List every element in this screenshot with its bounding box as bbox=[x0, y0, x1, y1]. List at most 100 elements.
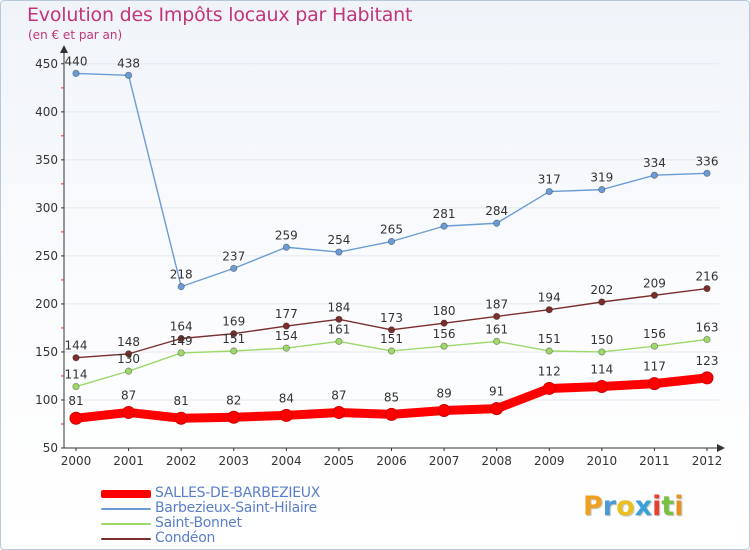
series-3-label-1: 148 bbox=[117, 335, 140, 349]
series-0-label-9: 112 bbox=[538, 364, 561, 378]
legend-swatch-0 bbox=[101, 490, 151, 498]
series-1-label-2: 218 bbox=[170, 268, 193, 282]
legend-swatch-3 bbox=[101, 538, 151, 540]
y-tick-label-8: 450 bbox=[35, 57, 58, 71]
series-3-label-8: 187 bbox=[485, 297, 508, 311]
x-tick-label-12: 2012 bbox=[692, 454, 723, 468]
series-2-point-2 bbox=[177, 349, 185, 357]
series-2-point-11 bbox=[650, 342, 659, 350]
series-1-label-0: 440 bbox=[65, 54, 88, 68]
series-2-point-4 bbox=[282, 344, 290, 352]
series-0-point-3 bbox=[227, 410, 241, 424]
series-3-label-9: 194 bbox=[538, 291, 561, 305]
series-0-point-8 bbox=[490, 402, 504, 416]
y-tick-label-1: 100 bbox=[35, 393, 58, 407]
series-0-point-10 bbox=[595, 380, 609, 394]
y-tick-label-6: 350 bbox=[35, 153, 58, 167]
series-2-point-0 bbox=[72, 382, 80, 391]
series-2-label-7: 156 bbox=[433, 327, 456, 341]
logo-letter-0: P bbox=[583, 491, 603, 522]
series-2-point-10 bbox=[598, 348, 606, 356]
series-0-point-2 bbox=[174, 411, 188, 425]
series-3-label-5: 184 bbox=[327, 300, 350, 314]
series-1-label-1: 438 bbox=[117, 56, 140, 70]
series-1-point-3 bbox=[230, 264, 238, 272]
series-2-point-5 bbox=[335, 337, 343, 345]
x-tick-label-10: 2010 bbox=[587, 454, 618, 468]
series-2-label-1: 130 bbox=[117, 352, 140, 366]
legend-swatch-1 bbox=[101, 508, 151, 510]
series-2-label-11: 156 bbox=[643, 327, 666, 341]
series-1-label-4: 259 bbox=[275, 228, 298, 242]
series-1-label-5: 254 bbox=[327, 233, 350, 247]
x-tick-label-0: 2000 bbox=[61, 454, 92, 468]
y-tick-label-3: 200 bbox=[35, 297, 58, 311]
series-0-point-7 bbox=[437, 404, 451, 418]
series-0-point-4 bbox=[279, 408, 293, 422]
x-tick-label-9: 2009 bbox=[534, 454, 565, 468]
x-tick-label-2: 2002 bbox=[166, 454, 197, 468]
series-3-label-4: 177 bbox=[275, 307, 298, 321]
series-0-label-0: 81 bbox=[68, 394, 83, 408]
series-0-label-2: 81 bbox=[174, 394, 189, 408]
legend-label-3: Condéon bbox=[155, 530, 216, 546]
x-tick-label-8: 2008 bbox=[481, 454, 512, 468]
series-2-point-9 bbox=[545, 347, 553, 355]
logo-letter-6: i bbox=[674, 491, 684, 522]
series-0-point-6 bbox=[385, 407, 398, 421]
series-0-label-8: 91 bbox=[489, 385, 504, 399]
series-2-point-12 bbox=[703, 335, 711, 344]
series-3-label-2: 164 bbox=[170, 320, 193, 334]
series-1-label-7: 281 bbox=[433, 207, 456, 221]
series-2-point-8 bbox=[493, 337, 501, 345]
series-2-label-4: 154 bbox=[275, 329, 298, 343]
series-1-label-11: 334 bbox=[643, 156, 666, 170]
x-tick-label-5: 2005 bbox=[324, 454, 355, 468]
logo-letter-3: x bbox=[634, 491, 653, 522]
series-0-label-1: 87 bbox=[121, 388, 136, 402]
series-2-point-1 bbox=[124, 367, 133, 375]
series-3-label-3: 169 bbox=[222, 315, 245, 329]
series-0-label-10: 114 bbox=[590, 363, 613, 377]
series-2-label-10: 150 bbox=[590, 333, 613, 347]
logo-letter-2: o bbox=[616, 491, 635, 522]
series-2-point-3 bbox=[230, 347, 238, 355]
series-0-label-4: 84 bbox=[279, 391, 294, 405]
x-axis-arrow bbox=[717, 444, 725, 452]
series-0-point-5 bbox=[332, 405, 346, 419]
series-3-point-11 bbox=[650, 291, 659, 299]
series-2-label-2: 149 bbox=[170, 334, 193, 348]
series-3-point-7 bbox=[440, 319, 448, 327]
series-1-point-11 bbox=[650, 171, 659, 179]
series-3-label-12: 216 bbox=[696, 270, 719, 284]
legend-label-0: SALLES-DE-BARBEZIEUX bbox=[155, 485, 321, 501]
series-2-label-6: 151 bbox=[380, 332, 403, 346]
series-2-point-7 bbox=[440, 342, 448, 350]
series-0-label-12: 123 bbox=[696, 354, 719, 368]
series-1-point-1 bbox=[124, 71, 133, 79]
series-0-label-7: 89 bbox=[436, 387, 451, 401]
logo-letter-1: r bbox=[602, 491, 617, 522]
series-2-label-12: 163 bbox=[696, 320, 719, 334]
series-2-label-0: 114 bbox=[65, 368, 88, 382]
logo-letter-5: t bbox=[661, 491, 675, 522]
series-1-label-8: 284 bbox=[485, 204, 508, 218]
series-3-point-10 bbox=[598, 298, 606, 306]
series-1-label-10: 319 bbox=[590, 171, 613, 185]
x-tick-label-3: 2003 bbox=[218, 454, 249, 468]
series-3-label-11: 209 bbox=[643, 276, 666, 290]
series-1-point-0 bbox=[72, 69, 80, 78]
series-1-point-9 bbox=[545, 187, 553, 196]
series-1-label-3: 237 bbox=[222, 249, 245, 263]
series-2-point-6 bbox=[387, 347, 396, 355]
chart-title: Evolution des Impôts locaux par Habitant bbox=[27, 4, 413, 26]
y-tick-label-4: 250 bbox=[35, 249, 58, 263]
series-1-point-5 bbox=[335, 248, 343, 256]
x-tick-label-6: 2006 bbox=[376, 454, 407, 468]
series-3-point-4 bbox=[282, 322, 290, 330]
series-1-point-4 bbox=[282, 243, 290, 251]
y-tick-label-5: 300 bbox=[35, 201, 58, 215]
series-2-label-3: 151 bbox=[222, 332, 245, 346]
series-1-label-12: 336 bbox=[696, 154, 719, 168]
